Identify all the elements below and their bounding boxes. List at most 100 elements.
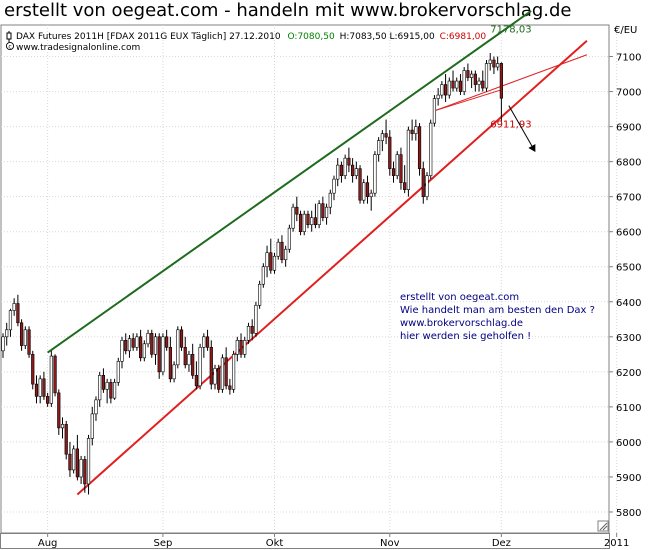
candle <box>224 347 228 390</box>
candle-body-up <box>135 336 139 348</box>
candle <box>205 329 210 351</box>
candle-body-down <box>250 325 254 334</box>
candle-body-down <box>298 213 303 233</box>
candle <box>1 333 5 358</box>
candle <box>284 245 288 267</box>
candle <box>246 322 251 344</box>
candle-body-up <box>243 340 247 355</box>
candle-body-up <box>72 448 76 471</box>
candle <box>250 319 254 341</box>
candle-body-up <box>127 338 132 352</box>
candle <box>109 378 113 404</box>
candle <box>369 189 373 211</box>
candle-body-down <box>499 63 503 99</box>
candle-body-down <box>46 396 50 404</box>
candle-legend-icon <box>6 31 12 42</box>
candle-body-down <box>481 80 485 89</box>
y-tick-label: 6200 <box>616 368 641 379</box>
candle <box>142 340 146 362</box>
candle-body-up <box>395 154 399 176</box>
x-tick-label: Okt <box>266 538 284 549</box>
candle-body-down <box>34 383 39 397</box>
candle-body-down <box>179 329 184 348</box>
header-instrument: DAX Futures 2011H [FDAX 2011G EUX Täglic… <box>16 32 281 42</box>
candle <box>46 392 50 407</box>
candle-body-down <box>224 357 228 387</box>
candle-body-up <box>220 357 225 390</box>
candle-body-down <box>410 129 414 134</box>
candle-body-down <box>217 368 221 390</box>
candle <box>19 319 24 351</box>
resize-grip-icon[interactable] <box>597 520 609 532</box>
candle-body-up <box>436 94 440 99</box>
candle-body-down <box>492 59 496 68</box>
candle <box>31 350 35 390</box>
candle-body-up <box>98 375 102 401</box>
candle-body-down <box>205 336 210 348</box>
candle <box>351 158 355 183</box>
candle-body-up <box>284 248 288 261</box>
candle <box>440 81 444 99</box>
candle <box>79 455 83 484</box>
candle <box>287 224 291 253</box>
candle <box>406 126 410 197</box>
y-tick-label: 7000 <box>616 88 641 99</box>
candle-body-down <box>16 303 20 324</box>
candle <box>191 343 195 379</box>
candle-body-down <box>165 336 169 348</box>
candle <box>127 335 132 358</box>
copyright-icon: c <box>5 41 15 50</box>
candle-body-down <box>339 164 344 176</box>
candle <box>395 151 399 180</box>
candle-body-up <box>112 382 117 399</box>
candle <box>425 172 429 201</box>
candle-body-down <box>57 392 61 429</box>
candle-body-down <box>109 382 113 399</box>
candle-body-down <box>19 322 24 346</box>
candle <box>8 308 13 337</box>
candle <box>310 210 314 232</box>
candle <box>94 396 98 421</box>
candle-body-up <box>79 459 83 478</box>
candle <box>179 326 184 351</box>
candle-body-up <box>120 340 124 362</box>
candle <box>98 371 102 407</box>
x-axis-band <box>0 533 610 549</box>
candle-body-up <box>116 361 120 383</box>
candle-body-down <box>124 340 128 352</box>
candle <box>373 151 377 197</box>
candle-body-down <box>391 168 396 176</box>
candle <box>258 280 262 309</box>
candle-body-up <box>302 213 306 233</box>
candle <box>139 329 143 362</box>
candle <box>458 74 463 96</box>
candle <box>488 53 492 71</box>
candle-body-up <box>328 192 332 208</box>
plot-frame <box>0 24 610 534</box>
candle <box>477 77 481 92</box>
candle-body-up <box>470 73 474 78</box>
candle-body-down <box>458 80 463 92</box>
header-source: www.tradesignalonline.com <box>16 43 140 53</box>
candle-body-up <box>198 347 202 387</box>
candle <box>23 326 27 350</box>
candle <box>447 77 451 99</box>
candle <box>90 406 94 446</box>
candle-body-down <box>75 448 79 478</box>
candle <box>496 56 500 71</box>
candle-body-up <box>425 175 429 197</box>
down-arrow-icon <box>508 105 536 152</box>
candle <box>417 123 422 176</box>
candle-body-down <box>313 217 318 225</box>
candle-body-up <box>317 203 321 225</box>
candle-body-down <box>443 84 448 96</box>
banner-title: erstellt von oegeat.com - handeln mit ww… <box>4 0 572 21</box>
candle <box>116 357 120 386</box>
candle <box>492 56 496 75</box>
candle <box>269 238 273 274</box>
candle-body-down <box>269 252 273 271</box>
candle-body-up <box>161 336 165 373</box>
candle-body-up <box>332 178 336 194</box>
candle-body-up <box>272 255 277 271</box>
candle <box>272 252 277 274</box>
